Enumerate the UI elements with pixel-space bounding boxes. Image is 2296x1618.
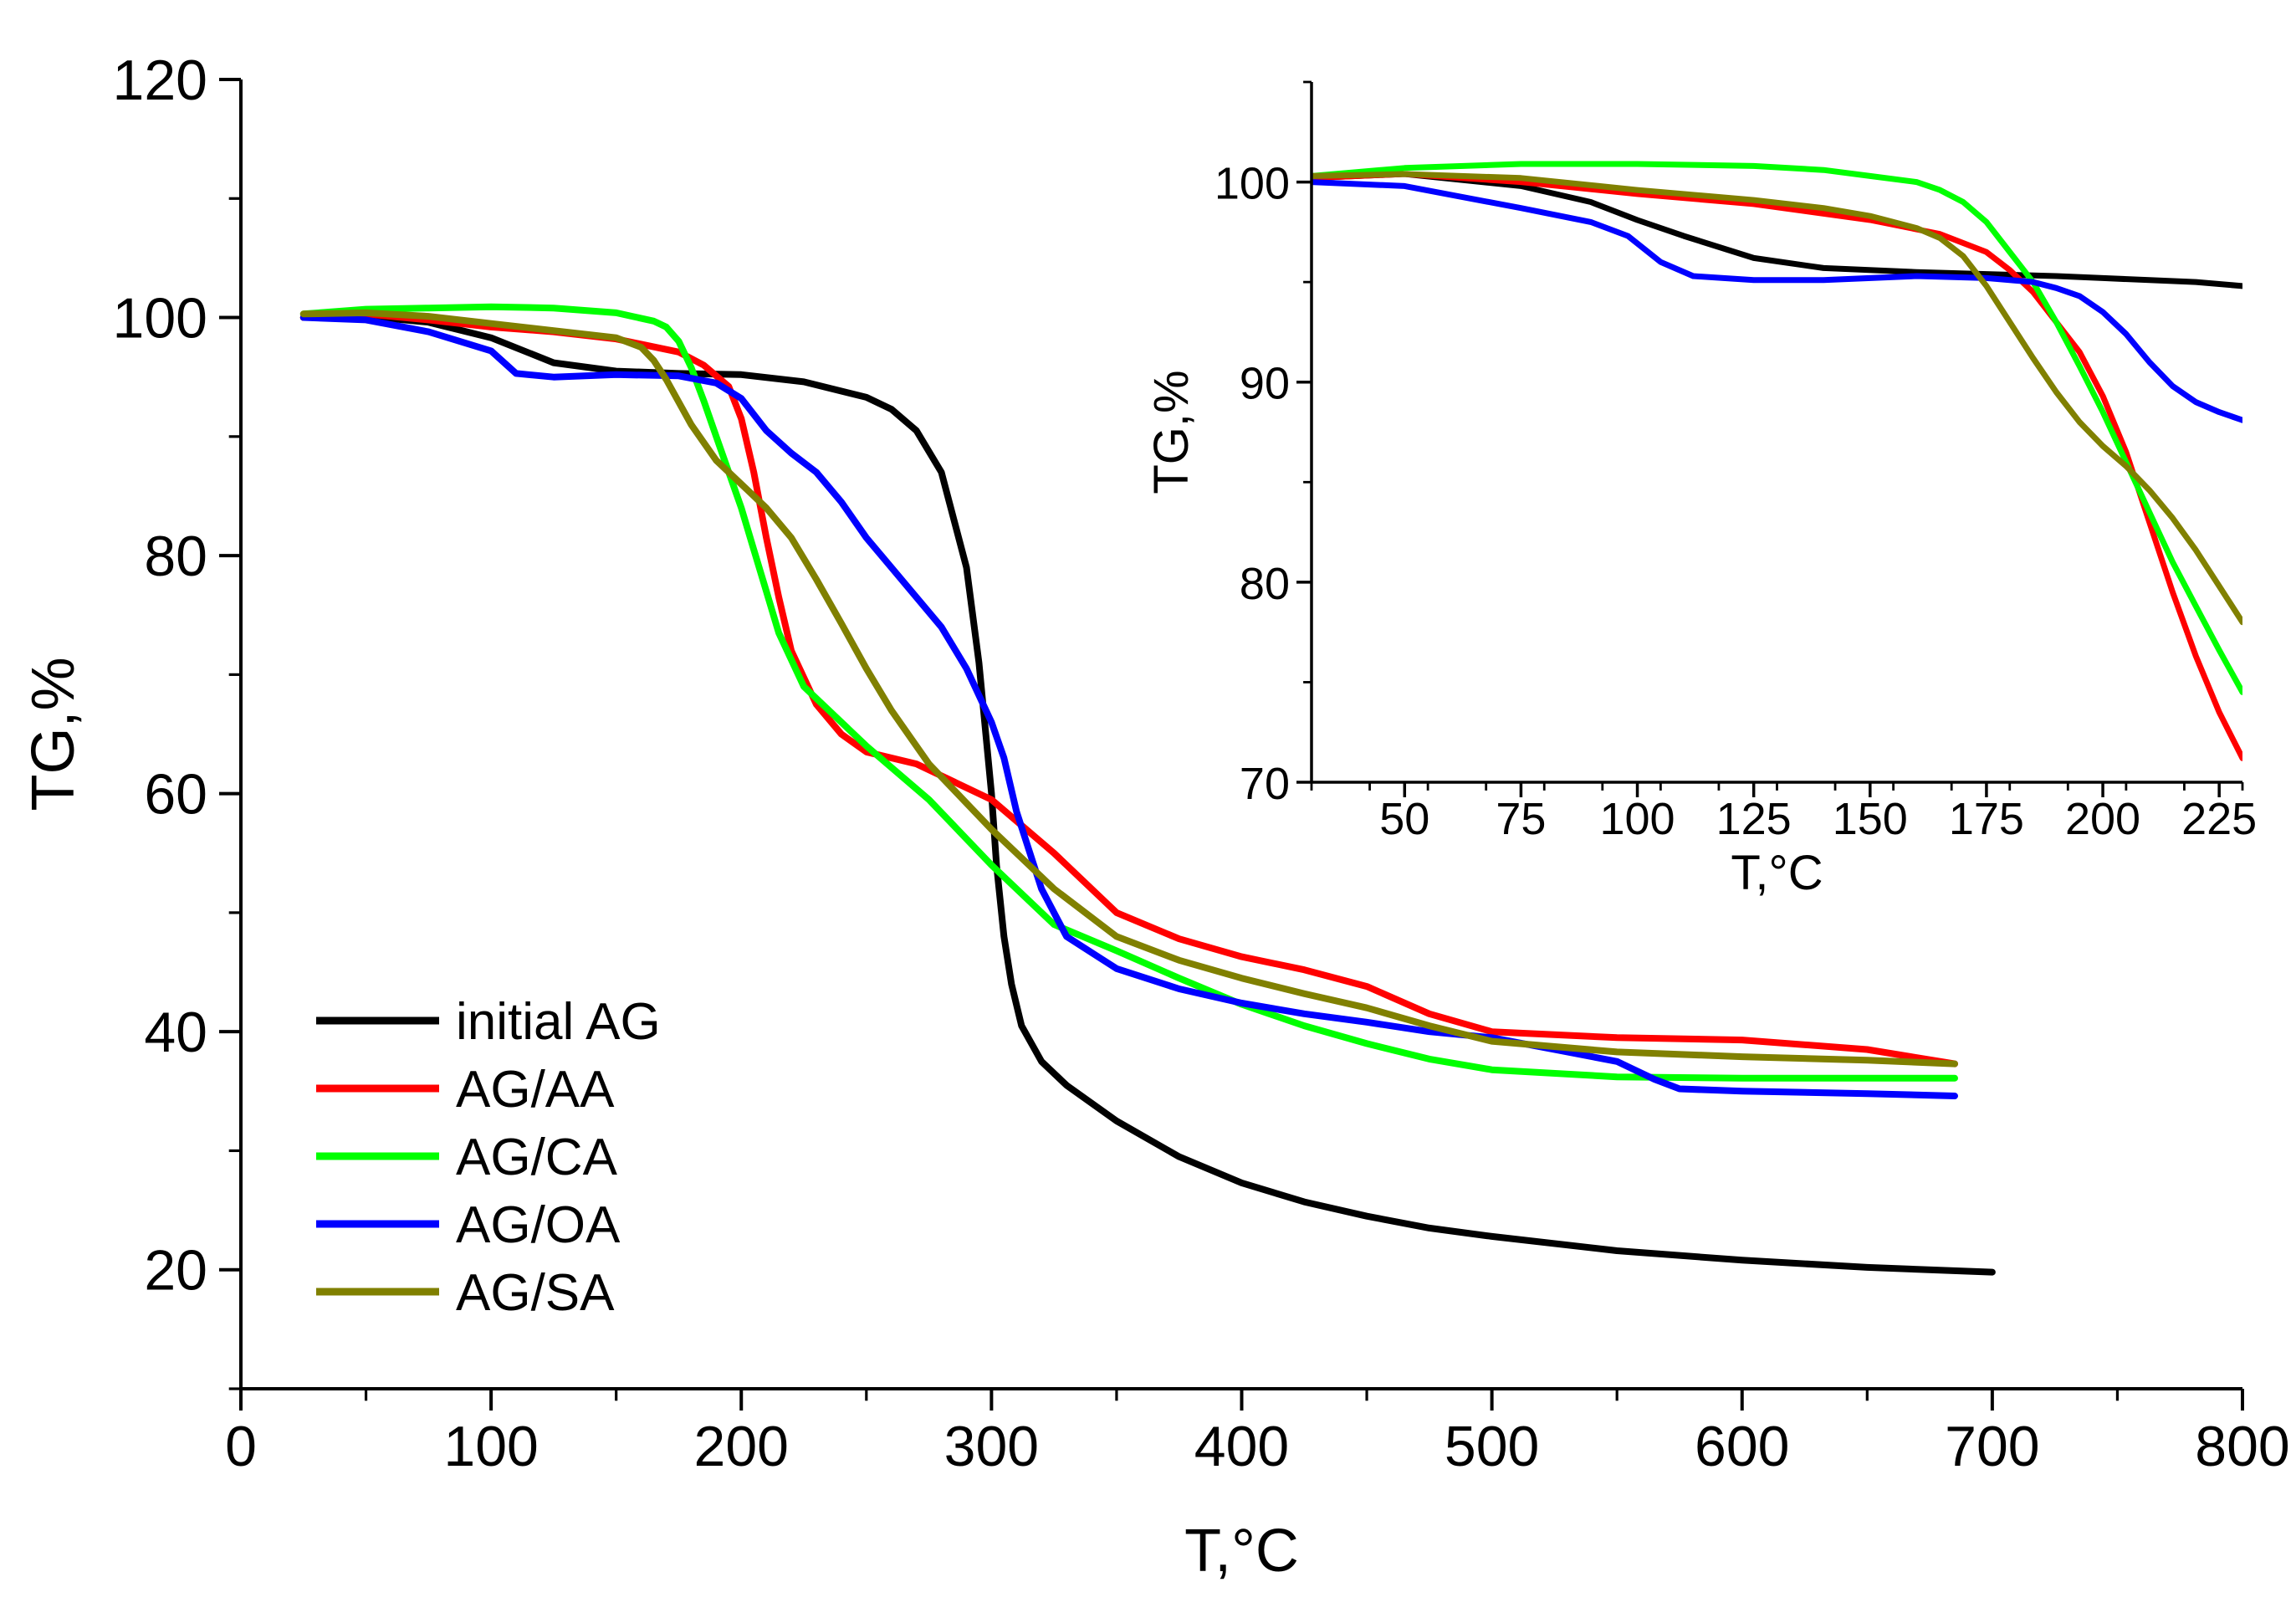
y-tick-label: 120 xyxy=(113,49,207,112)
series-line-ag-ca xyxy=(299,303,1958,1082)
x-tick-label: 75 xyxy=(1496,794,1546,844)
x-tick-label: 0 xyxy=(225,1415,257,1478)
x-tick-label: 150 xyxy=(1833,794,1908,844)
main-plot: 0 100 200 300 400 500 600 700 800 20 40 60 80 100 120 T… xyxy=(20,49,2290,1585)
x-tick-label: 175 xyxy=(1949,794,2024,844)
y-tick-label: 100 xyxy=(113,287,207,351)
series-line-series-2 xyxy=(1312,161,2242,695)
y-tick-label: 80 xyxy=(1240,559,1290,609)
legend-label: AG/CA xyxy=(456,1129,618,1186)
series-line-series-3 xyxy=(1312,179,2242,423)
y-axis-title: TG,% xyxy=(20,657,87,811)
y-tick-label: 60 xyxy=(144,763,207,827)
legend-label: AG/AA xyxy=(456,1061,615,1119)
legend: initial AG AG/AA AG/CA AG/OA AG/SA xyxy=(316,993,661,1322)
x-tick-label: 400 xyxy=(1194,1415,1289,1478)
x-tick-label: 100 xyxy=(443,1415,538,1478)
y-tick-label: 90 xyxy=(1240,359,1290,409)
y-tick-label: 20 xyxy=(144,1239,207,1303)
x-tick-label: 100 xyxy=(1599,794,1675,844)
series-line-series-1 xyxy=(1312,171,2242,761)
legend-label: initial AG xyxy=(456,993,661,1051)
inset-background xyxy=(1309,82,2237,783)
x-tick-label: 800 xyxy=(2195,1415,2289,1478)
legend-label: AG/OA xyxy=(456,1196,621,1254)
x-tick-label: 600 xyxy=(1695,1415,1789,1478)
x-axis-title: T,°C xyxy=(1184,1518,1299,1585)
series-line-ag-sa xyxy=(299,309,1958,1068)
y-axis-title: TG,% xyxy=(1144,370,1199,494)
inset-plot: 50 75 100 125 150 175 200 225 70 80 90 100 T,°C TG,% xyxy=(1144,80,2257,900)
x-tick-label: 50 xyxy=(1379,794,1429,844)
x-axis-title: T,°C xyxy=(1731,846,1823,900)
x-tick-label: 300 xyxy=(944,1415,1039,1478)
y-tick-label: 70 xyxy=(1240,759,1290,809)
series-line-series-4 xyxy=(1312,171,2242,626)
legend-label: AG/SA xyxy=(456,1264,615,1322)
y-tick-label: 80 xyxy=(144,525,207,588)
x-tick-label: 500 xyxy=(1445,1415,1539,1478)
x-tick-label: 200 xyxy=(694,1415,789,1478)
y-tick-label: 40 xyxy=(144,1001,207,1064)
series-line-series-0 xyxy=(1312,171,2242,289)
y-tick-label: 100 xyxy=(1214,159,1290,209)
x-tick-label: 200 xyxy=(2065,794,2140,844)
x-tick-label: 700 xyxy=(1945,1415,2039,1478)
x-tick-label: 125 xyxy=(1716,794,1792,844)
x-tick-label: 225 xyxy=(2181,794,2257,844)
